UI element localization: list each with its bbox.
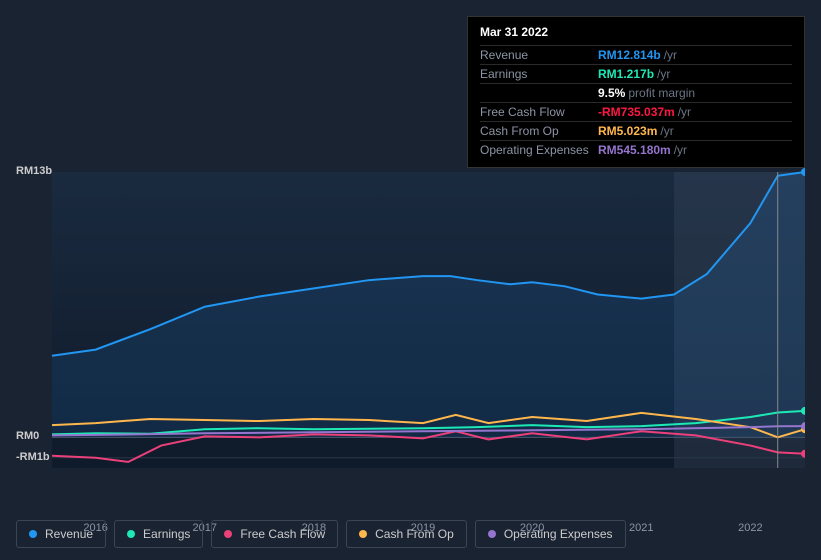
tooltip-suffix: profit margin (628, 86, 695, 100)
tooltip-row: RevenueRM12.814b/yr (480, 45, 792, 64)
tooltip-value: RM545.180m (598, 143, 671, 157)
y-axis-label: RM13b (16, 165, 52, 177)
tooltip-label: Earnings (480, 67, 598, 81)
tooltip-suffix: /yr (657, 67, 670, 81)
tooltip-value: RM5.023m (598, 124, 657, 138)
tooltip-date: Mar 31 2022 (480, 25, 792, 45)
x-axis-label: 2021 (629, 522, 653, 534)
tooltip-row: 9.5%profit margin (480, 83, 792, 102)
x-axis-label: 2022 (738, 522, 762, 534)
tooltip-suffix: /yr (660, 124, 673, 138)
y-axis-label: -RM1b (16, 451, 50, 463)
line-chart[interactable] (16, 160, 805, 500)
tooltip-value: 9.5% (598, 86, 625, 100)
tooltip-row: Free Cash Flow-RM735.037m/yr (480, 102, 792, 121)
tooltip-value: RM1.217b (598, 67, 654, 81)
legend-label: Revenue (45, 527, 93, 541)
chart-tooltip: Mar 31 2022 RevenueRM12.814b/yrEarningsR… (467, 16, 805, 168)
legend-dot (127, 530, 135, 538)
legend-item-operating-expenses[interactable]: Operating Expenses (475, 520, 626, 548)
legend-label: Earnings (143, 527, 190, 541)
tooltip-value: -RM735.037m (598, 105, 675, 119)
tooltip-label: Revenue (480, 48, 598, 62)
legend-label: Operating Expenses (504, 527, 613, 541)
y-axis-label: RM0 (16, 430, 39, 442)
tooltip-row: EarningsRM1.217b/yr (480, 64, 792, 83)
legend-dot (224, 530, 232, 538)
legend-item-revenue[interactable]: Revenue (16, 520, 106, 548)
legend: Revenue Earnings Free Cash Flow Cash From O… (16, 520, 626, 548)
tooltip-label: Operating Expenses (480, 143, 598, 157)
tooltip-label: Free Cash Flow (480, 105, 598, 119)
legend-label: Cash From Op (375, 527, 454, 541)
legend-label: Free Cash Flow (240, 527, 325, 541)
legend-item-earnings[interactable]: Earnings (114, 520, 203, 548)
legend-dot (29, 530, 37, 538)
legend-dot (359, 530, 367, 538)
tooltip-row: Cash From OpRM5.023m/yr (480, 121, 792, 140)
legend-item-cash-from-op[interactable]: Cash From Op (346, 520, 467, 548)
tooltip-suffix: /yr (678, 105, 691, 119)
chart-container: RM13bRM0-RM1b 20162017201820192020202120… (16, 160, 805, 500)
tooltip-suffix: /yr (664, 48, 677, 62)
tooltip-value: RM12.814b (598, 48, 661, 62)
tooltip-label (480, 86, 598, 100)
legend-dot (488, 530, 496, 538)
tooltip-label: Cash From Op (480, 124, 598, 138)
tooltip-suffix: /yr (674, 143, 687, 157)
tooltip-row: Operating ExpensesRM545.180m/yr (480, 140, 792, 159)
legend-item-free-cash-flow[interactable]: Free Cash Flow (211, 520, 338, 548)
